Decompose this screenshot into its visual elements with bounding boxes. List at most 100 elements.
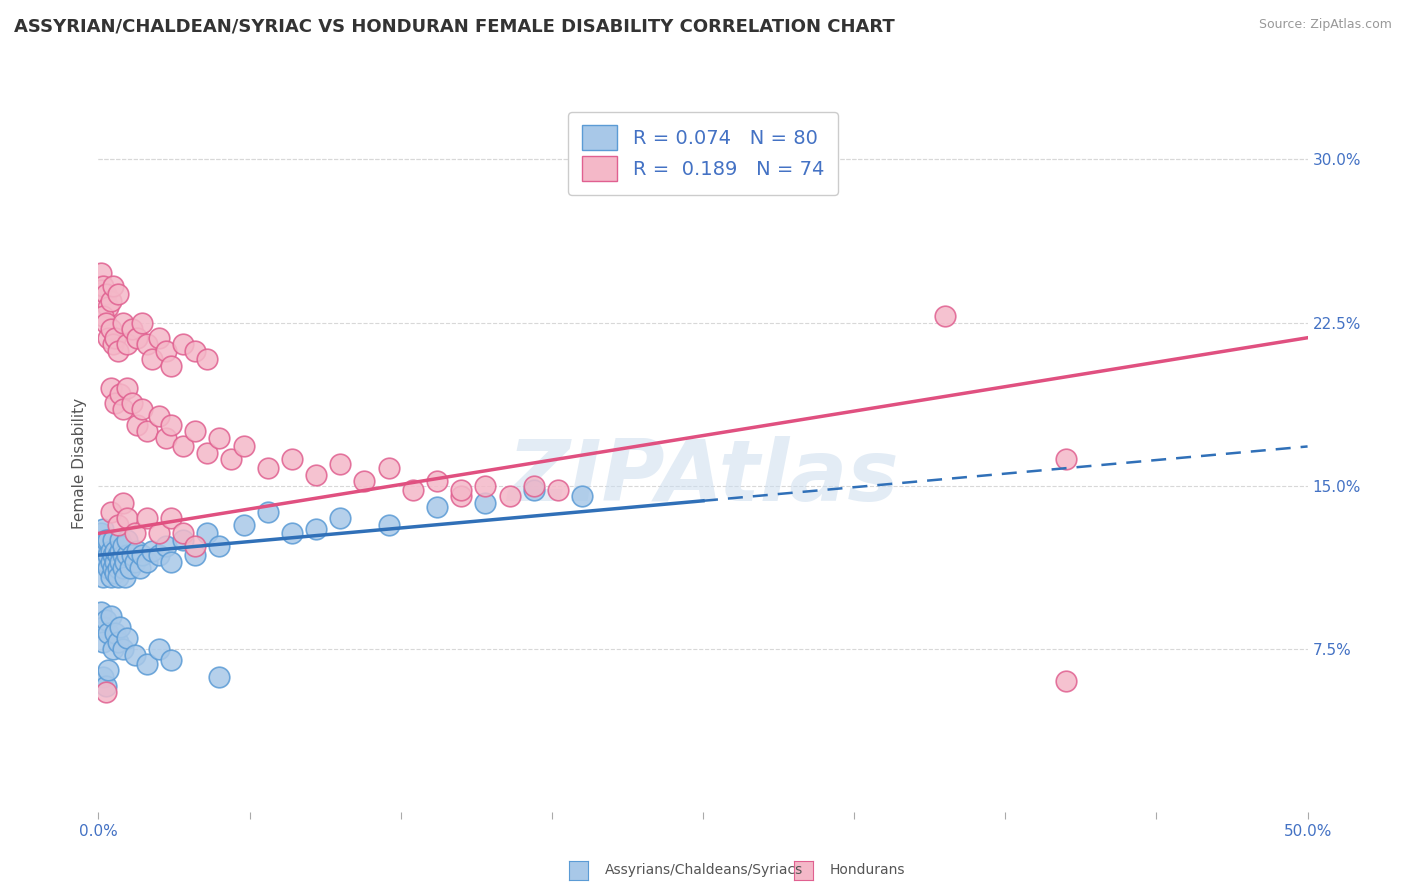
Point: [97, 331, 120, 345]
Point: [117, 337, 139, 351]
Point: [148, 409, 170, 423]
Point: [104, 396, 127, 410]
Point: [107, 517, 129, 532]
Point: [111, 402, 134, 417]
Point: [101, 641, 124, 656]
Point: [523, 478, 546, 492]
Point: [107, 561, 129, 575]
Point: [111, 641, 134, 656]
Point: [100, 505, 122, 519]
Point: [172, 533, 194, 547]
Point: [934, 309, 956, 323]
Point: [155, 431, 177, 445]
Point: [94, 533, 117, 547]
Point: [91, 522, 114, 536]
Point: [97, 533, 120, 547]
Point: [128, 561, 150, 575]
Point: [121, 396, 143, 410]
Point: [221, 452, 243, 467]
Point: [148, 548, 170, 562]
Point: [101, 278, 124, 293]
Point: [108, 544, 131, 558]
Point: [94, 555, 117, 569]
Point: [100, 381, 122, 395]
Point: [141, 544, 163, 558]
Point: [100, 555, 122, 569]
Point: [329, 511, 352, 525]
Point: [131, 548, 153, 562]
Point: [155, 343, 177, 358]
Point: [184, 343, 207, 358]
Point: [184, 548, 207, 562]
Point: [208, 431, 231, 445]
Point: [184, 424, 207, 438]
Point: [100, 570, 122, 584]
Point: [547, 483, 569, 497]
Point: [184, 540, 207, 554]
Point: [426, 475, 449, 489]
Point: [101, 561, 124, 575]
Point: [91, 309, 114, 323]
Point: [160, 555, 183, 569]
Point: [91, 278, 114, 293]
Point: [100, 609, 122, 624]
Point: [97, 664, 120, 678]
Point: [90, 533, 112, 547]
Point: [121, 322, 143, 336]
Point: [124, 648, 146, 662]
Point: [377, 517, 399, 532]
Point: [108, 620, 131, 634]
Point: [172, 526, 194, 541]
Point: [160, 417, 183, 432]
Point: [195, 446, 218, 460]
Point: [117, 511, 139, 525]
Point: [450, 483, 472, 497]
Point: [104, 544, 127, 558]
Point: [148, 641, 170, 656]
Point: [135, 657, 157, 671]
Point: [90, 526, 112, 541]
Point: [104, 331, 127, 345]
Point: [131, 316, 153, 330]
Point: [91, 540, 114, 554]
Point: [127, 544, 149, 558]
Point: [94, 685, 117, 699]
Point: [450, 490, 472, 504]
Point: [117, 381, 139, 395]
Point: [97, 561, 120, 575]
Point: [571, 490, 593, 504]
Point: [141, 352, 163, 367]
Point: [97, 300, 120, 315]
Point: [111, 496, 134, 510]
Point: [127, 417, 149, 432]
Point: [97, 548, 120, 562]
Point: [135, 511, 157, 525]
Point: [91, 570, 114, 584]
Text: ASSYRIAN/CHALDEAN/SYRIAC VS HONDURAN FEMALE DISABILITY CORRELATION CHART: ASSYRIAN/CHALDEAN/SYRIAC VS HONDURAN FEM…: [14, 18, 894, 36]
Point: [329, 457, 352, 471]
Point: [160, 359, 183, 373]
Point: [94, 614, 117, 628]
Point: [90, 283, 112, 297]
Point: [498, 490, 520, 504]
Point: [160, 652, 183, 666]
Point: [90, 605, 112, 619]
Point: [121, 548, 143, 562]
Point: [114, 555, 136, 569]
Point: [305, 522, 328, 536]
Point: [107, 287, 129, 301]
Point: [377, 461, 399, 475]
Point: [426, 500, 449, 515]
Point: [104, 626, 127, 640]
Point: [101, 337, 124, 351]
Point: [90, 548, 112, 562]
Point: [195, 526, 218, 541]
Point: [1054, 674, 1077, 689]
Point: [111, 548, 134, 562]
Point: [91, 635, 114, 649]
Point: [148, 331, 170, 345]
Point: [256, 461, 278, 475]
Point: [104, 566, 127, 580]
Point: [127, 331, 149, 345]
Point: [94, 679, 117, 693]
